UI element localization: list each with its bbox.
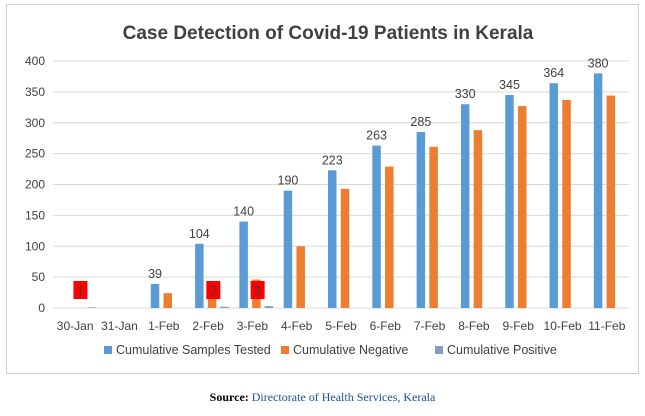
y-tick-label: 400 [25, 54, 45, 68]
data-label: 223 [322, 153, 343, 167]
legend-label: Cumulative Samples Tested [116, 343, 271, 357]
bar-cumulative-negative [517, 106, 527, 308]
data-label: 3 [254, 284, 261, 298]
y-tick-label: 50 [32, 270, 46, 284]
gridlines [53, 60, 629, 309]
source-link[interactable]: Directorate of Health Services, Kerala [251, 390, 436, 404]
bar-cumulative-samples-tested [549, 83, 559, 308]
data-label: 330 [455, 87, 476, 101]
data-label: 39 [148, 267, 162, 281]
y-tick-label: 100 [25, 239, 45, 253]
x-tick-label: 1-Feb [148, 319, 180, 333]
y-tick-label: 150 [25, 208, 45, 222]
bar-cumulative-samples-tested [372, 145, 381, 308]
bar-cumulative-negative [473, 130, 483, 308]
x-tick-label: 5-Feb [325, 319, 357, 333]
legend-label: Cumulative Negative [293, 343, 408, 357]
x-tick-label: 8-Feb [458, 319, 490, 333]
bar-cumulative-samples-tested [283, 190, 293, 308]
bar-cumulative-negative [163, 293, 173, 308]
data-label: 190 [278, 174, 299, 188]
x-tick-label: 6-Feb [370, 319, 402, 333]
bar-cumulative-negative [385, 166, 394, 308]
bar-cumulative-samples-tested [460, 104, 470, 308]
data-label: 380 [588, 56, 609, 70]
bar-cumulative-positive [220, 306, 229, 308]
chart-svg: Case Detection of Covid-19 Patients in K… [25, 23, 629, 357]
x-tick-label: 9-Feb [503, 319, 535, 333]
bar-cumulative-samples-tested [150, 283, 160, 308]
positive-label-box [73, 281, 88, 299]
x-tick-label: 11-Feb [588, 319, 625, 333]
x-tick-label: 30-Jan [57, 319, 94, 333]
source-line: Source: Directorate of Health Services, … [0, 390, 645, 405]
bar-cumulative-negative [340, 188, 350, 308]
positive-label-box [206, 281, 221, 299]
x-tick-label: 31-Jan [101, 319, 138, 333]
legend-swatch [435, 346, 443, 354]
bars: 39 104 140 190 223 263 285 330 345 364 380 1 2 3 [73, 56, 616, 309]
x-tick-label: 4-Feb [281, 319, 313, 333]
y-axis-ticks: 0 50 100 150 200 250 300 350 400 [25, 54, 45, 315]
x-tick-label: 3-Feb [237, 319, 269, 333]
data-label: 140 [233, 205, 254, 219]
bar-cumulative-samples-tested [416, 132, 426, 308]
legend: Cumulative Samples Tested Cumulative Nega… [104, 343, 557, 357]
x-tick-label: 7-Feb [414, 319, 446, 333]
bar-cumulative-negative [296, 246, 305, 308]
data-label: 263 [366, 129, 387, 143]
bar-cumulative-negative [562, 99, 571, 308]
y-tick-label: 250 [25, 147, 45, 161]
data-label: 104 [189, 227, 210, 241]
bar-cumulative-samples-tested [239, 221, 248, 308]
bar-cumulative-samples-tested [195, 243, 204, 308]
data-label: 2 [210, 284, 217, 298]
data-label: 1 [77, 284, 84, 298]
data-label: 364 [543, 66, 564, 80]
y-tick-label: 0 [38, 301, 45, 315]
chart-title: Case Detection of Covid-19 Patients in K… [123, 23, 534, 44]
bar-cumulative-positive [87, 307, 96, 308]
x-tick-label: 2-Feb [192, 319, 224, 333]
bar-cumulative-samples-tested [328, 170, 337, 308]
bar-cumulative-negative [606, 95, 616, 308]
legend-swatch [281, 346, 289, 354]
bar-cumulative-negative [429, 146, 438, 308]
data-label: 285 [410, 115, 431, 129]
bar-cumulative-samples-tested [593, 73, 603, 308]
positive-label-box [250, 281, 265, 299]
y-tick-label: 350 [25, 85, 45, 99]
y-tick-label: 200 [25, 178, 45, 192]
bar-cumulative-samples-tested [505, 94, 514, 309]
chart-frame: Case Detection of Covid-19 Patients in K… [6, 4, 639, 374]
x-axis-ticks: 30-Jan 31-Jan 1-Feb 2-Feb 3-Feb 4-Feb 5-Feb 6-F… [57, 319, 626, 333]
data-label: 345 [499, 78, 520, 92]
x-tick-label: 10-Feb [544, 319, 582, 333]
legend-swatch [104, 346, 112, 354]
legend-label: Cumulative Positive [447, 343, 557, 357]
source-prefix: Source: [209, 390, 249, 404]
y-tick-label: 300 [25, 116, 45, 130]
bar-cumulative-positive [264, 306, 274, 308]
